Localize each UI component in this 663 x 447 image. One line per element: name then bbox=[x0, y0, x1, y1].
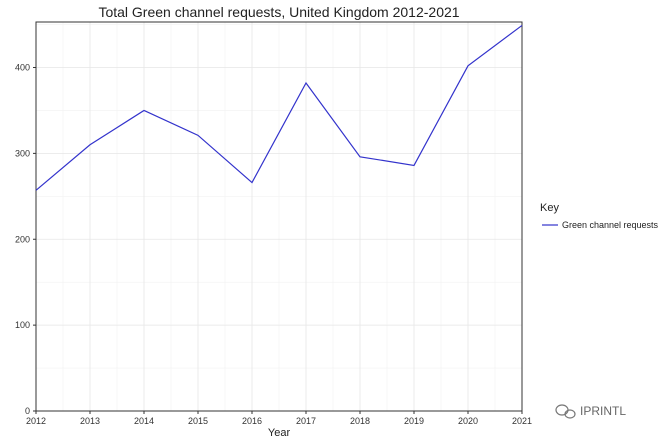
y-axis: 0 100 200 300 400 bbox=[15, 63, 36, 416]
y-tick-label: 100 bbox=[15, 320, 30, 330]
chart-title: Total Green channel requests, United Kin… bbox=[98, 4, 459, 20]
x-tick-label: 2016 bbox=[242, 416, 262, 426]
data-point bbox=[89, 143, 92, 146]
plot-border bbox=[35, 21, 523, 412]
data-point bbox=[251, 181, 254, 184]
y-tick-label: 0 bbox=[25, 406, 30, 416]
x-axis-title: Year bbox=[268, 427, 291, 439]
watermark: IPRINTL bbox=[555, 404, 626, 419]
data-point bbox=[143, 109, 146, 112]
x-tick-label: 2019 bbox=[404, 416, 424, 426]
grid bbox=[35, 22, 523, 412]
y-tick-label: 200 bbox=[15, 234, 30, 244]
legend-title: Key bbox=[540, 202, 559, 214]
x-tick-label: 2014 bbox=[134, 416, 154, 426]
y-tick-label: 400 bbox=[15, 63, 30, 73]
x-tick-label: 2015 bbox=[188, 416, 208, 426]
x-tick-label: 2021 bbox=[512, 416, 532, 426]
data-point bbox=[359, 155, 362, 158]
legend-label: Green channel requests bbox=[562, 220, 659, 230]
x-axis: 2012 2013 2014 2015 2016 2017 2018 2019 2020 2021 bbox=[26, 411, 532, 426]
x-tick-label: 2012 bbox=[26, 416, 46, 426]
y-tick-label: 300 bbox=[15, 148, 30, 158]
data-point bbox=[467, 64, 470, 67]
series-line bbox=[35, 24, 523, 191]
x-tick-label: 2018 bbox=[350, 416, 370, 426]
x-tick-label: 2020 bbox=[458, 416, 478, 426]
watermark-text: IPRINTL bbox=[580, 404, 626, 418]
x-tick-label: 2017 bbox=[296, 416, 316, 426]
x-tick-label: 2013 bbox=[80, 416, 100, 426]
wechat-icon bbox=[555, 404, 576, 419]
series-layer bbox=[35, 24, 524, 192]
data-point bbox=[521, 24, 524, 27]
data-point bbox=[305, 81, 308, 84]
data-point bbox=[197, 134, 200, 137]
legend: Key Green channel requests bbox=[540, 202, 659, 230]
data-point bbox=[413, 164, 416, 167]
data-point bbox=[35, 189, 38, 192]
